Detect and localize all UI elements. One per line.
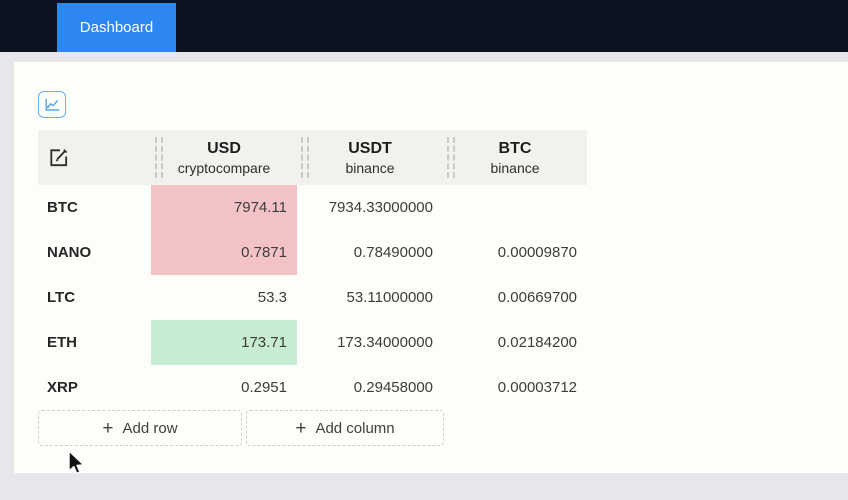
- topbar: Dashboard: [0, 0, 848, 52]
- column-title: USD: [207, 139, 241, 157]
- cell-btc-usd[interactable]: 7974.11: [151, 185, 297, 230]
- cell-btc-btc[interactable]: [443, 185, 587, 230]
- row-label-nano[interactable]: NANO: [47, 244, 92, 261]
- plus-icon: +: [102, 417, 114, 439]
- cell-ltc-btc[interactable]: 0.00669700: [497, 289, 577, 306]
- dashboard-card: USD cryptocompare USDT binance BTC binan…: [14, 62, 848, 473]
- column-source: binance: [345, 159, 395, 176]
- chart-toggle-button[interactable]: [38, 91, 66, 118]
- column-drag-handle-icon: [447, 137, 455, 178]
- cell-xrp-btc[interactable]: 0.00003712: [497, 379, 577, 396]
- add-row-label: Add row: [122, 419, 178, 437]
- row-label-btc[interactable]: BTC: [47, 199, 78, 216]
- column-source: cryptocompare: [177, 159, 271, 176]
- plus-icon: +: [295, 417, 307, 439]
- column-header-btc[interactable]: BTC binance: [443, 130, 587, 185]
- cell-ltc-usdt[interactable]: 53.11000000: [346, 289, 433, 306]
- add-row-button[interactable]: + Add row: [38, 410, 242, 446]
- cell-eth-usd[interactable]: 173.71: [151, 320, 297, 365]
- column-title: USDT: [348, 139, 392, 157]
- add-column-label: Add column: [315, 419, 395, 437]
- cell-ltc-usd[interactable]: 53.3: [257, 289, 287, 306]
- cell-xrp-usdt[interactable]: 0.29458000: [353, 379, 433, 396]
- column-header-usdt[interactable]: USDT binance: [297, 130, 443, 185]
- edit-icon: [50, 149, 68, 167]
- price-table: USD cryptocompare USDT binance BTC binan…: [38, 130, 587, 410]
- table-corner-cell[interactable]: [38, 130, 151, 185]
- cell-xrp-usd[interactable]: 0.2951: [241, 379, 287, 396]
- column-drag-handle-icon: [155, 137, 163, 178]
- cell-nano-btc[interactable]: 0.00009870: [497, 244, 577, 261]
- cell-btc-usdt[interactable]: 7934.33000000: [328, 199, 433, 216]
- cell-eth-btc[interactable]: 0.02184200: [497, 334, 577, 351]
- tab-dashboard[interactable]: Dashboard: [57, 3, 176, 52]
- column-header-usd[interactable]: USD cryptocompare: [151, 130, 297, 185]
- cell-eth-usdt[interactable]: 173.34000000: [337, 334, 433, 351]
- table-actions: + Add row + Add column: [38, 410, 444, 446]
- row-label-xrp[interactable]: XRP: [47, 379, 78, 396]
- column-source: binance: [490, 159, 540, 176]
- row-label-ltc[interactable]: LTC: [47, 289, 76, 306]
- column-drag-handle-icon: [301, 137, 309, 178]
- line-chart-icon: [45, 98, 59, 111]
- row-label-eth[interactable]: ETH: [47, 334, 77, 351]
- add-column-button[interactable]: + Add column: [246, 410, 444, 446]
- cell-nano-usd[interactable]: 0.7871: [151, 230, 297, 275]
- column-title: BTC: [498, 139, 532, 157]
- cell-nano-usdt[interactable]: 0.78490000: [353, 244, 433, 261]
